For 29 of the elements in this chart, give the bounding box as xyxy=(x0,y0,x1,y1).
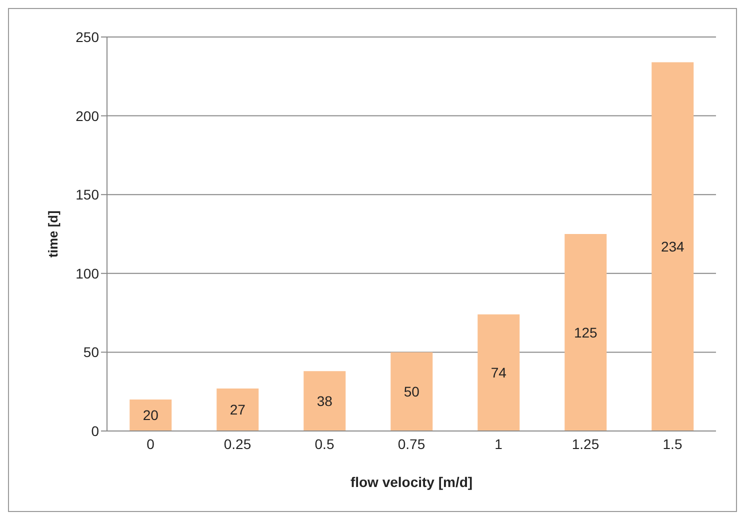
bar xyxy=(478,314,520,431)
x-tick-label: 0 xyxy=(146,436,155,452)
y-tick-label: 150 xyxy=(76,186,100,203)
bar xyxy=(652,62,694,431)
bar xyxy=(564,234,607,431)
data-label: 125 xyxy=(574,324,598,340)
x-tick-label: 1.25 xyxy=(572,436,600,452)
data-label: 20 xyxy=(142,407,159,424)
data-label: 50 xyxy=(404,384,420,400)
x-tick-label: 0.5 xyxy=(314,436,334,452)
x-tick-label: 1.5 xyxy=(662,436,682,452)
data-label: 74 xyxy=(490,364,507,381)
data-label: 27 xyxy=(230,402,246,418)
x-tick-label: 0.75 xyxy=(398,436,426,452)
y-tick-label: 100 xyxy=(76,265,100,282)
y-tick-label: 200 xyxy=(76,108,100,124)
bar xyxy=(390,352,433,431)
bar xyxy=(304,371,346,431)
bar xyxy=(216,388,259,431)
data-label: 38 xyxy=(316,393,333,410)
x-tick-label: 0.25 xyxy=(224,436,252,452)
y-axis-title: time [d] xyxy=(46,210,61,258)
x-tick-label: 1 xyxy=(494,436,503,452)
data-label: 234 xyxy=(660,238,685,255)
y-tick-label: 0 xyxy=(91,422,100,439)
x-axis-title: flow velocity [m/d] xyxy=(350,474,473,490)
bar xyxy=(130,399,172,431)
y-tick-label: 50 xyxy=(83,344,100,360)
y-tick-label: 250 xyxy=(76,28,100,45)
